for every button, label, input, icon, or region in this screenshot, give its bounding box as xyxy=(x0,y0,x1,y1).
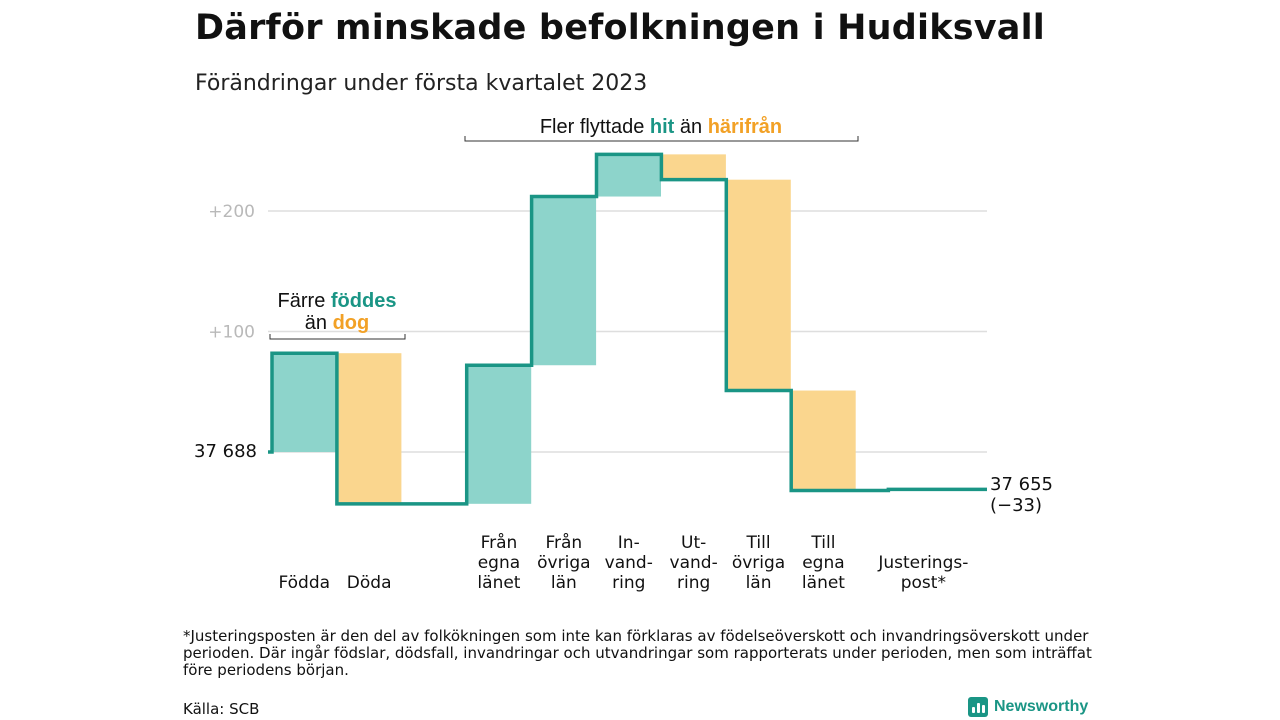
category-label: ring xyxy=(677,573,710,593)
y-tick-label: +100 xyxy=(208,323,255,343)
footnote: *Justeringsposten är den del av folkökni… xyxy=(183,627,1092,679)
category-label: vand- xyxy=(670,553,718,573)
category-label: Till xyxy=(810,533,835,553)
bar xyxy=(336,353,402,504)
category-label: In- xyxy=(618,533,640,553)
category-label: egna xyxy=(802,553,844,573)
category-label: länet xyxy=(802,573,845,593)
source-label: Källa: SCB xyxy=(183,700,260,718)
y-tick-label: +200 xyxy=(208,202,255,222)
births-annotation: Färre föddes än dog xyxy=(269,290,406,340)
category-label: egna xyxy=(478,553,520,573)
category-label: Justerings- xyxy=(877,553,968,573)
births-annotation-line2: än dog xyxy=(305,312,369,334)
end-value-label: 37 655 xyxy=(990,474,1053,495)
bar xyxy=(726,179,791,391)
bar xyxy=(531,196,597,366)
category-label: länet xyxy=(477,573,520,593)
moves-annotation-text: Fler flyttade hit än härifrån xyxy=(540,115,782,138)
bar xyxy=(272,353,337,452)
net-change-label: (−33) xyxy=(990,495,1042,516)
brand-name: Newsworthy xyxy=(994,698,1089,715)
category-label: övriga xyxy=(537,553,590,573)
category-label: vand- xyxy=(605,553,653,573)
category-label: Födda xyxy=(278,573,330,593)
category-labels: Födda DödaFrånegnalänetFrånövrigalänIn-va… xyxy=(278,532,968,593)
start-value-label: 37 688 xyxy=(194,441,257,462)
category-label: län xyxy=(746,573,772,593)
chart-subtitle: Förändringar under första kvartalet 2023 xyxy=(195,71,648,96)
moves-bracket xyxy=(464,136,859,142)
brand-logo: Newsworthy xyxy=(968,697,1088,717)
newsworthy-icon xyxy=(968,697,988,717)
bar xyxy=(791,390,856,491)
category-label: Till xyxy=(746,533,771,553)
category-label: Ut- xyxy=(681,533,706,553)
running-total-line xyxy=(268,152,987,506)
category-label: Från xyxy=(545,532,582,553)
category-label: ring xyxy=(612,573,645,593)
bar xyxy=(596,154,661,197)
y-tick-labels: +100 +200 xyxy=(208,202,255,343)
births-bracket xyxy=(269,334,406,340)
category-label: län xyxy=(551,573,577,593)
waterfall-chart: +100+200 Födda DödaFrånegnalänetFrånövrig… xyxy=(194,115,1053,593)
bars xyxy=(272,154,856,504)
bar xyxy=(466,365,532,504)
category-label: övriga xyxy=(732,553,785,573)
category-label: Döda xyxy=(347,573,392,593)
moves-annotation: Fler flyttade hit än härifrån xyxy=(464,115,859,142)
bar xyxy=(661,154,726,180)
births-annotation-line1: Färre föddes xyxy=(278,290,397,312)
chart-title: Därför minskade befolkningen i Hudiksval… xyxy=(195,8,1045,48)
category-label: Från xyxy=(481,532,518,553)
category-label: post* xyxy=(901,573,946,593)
